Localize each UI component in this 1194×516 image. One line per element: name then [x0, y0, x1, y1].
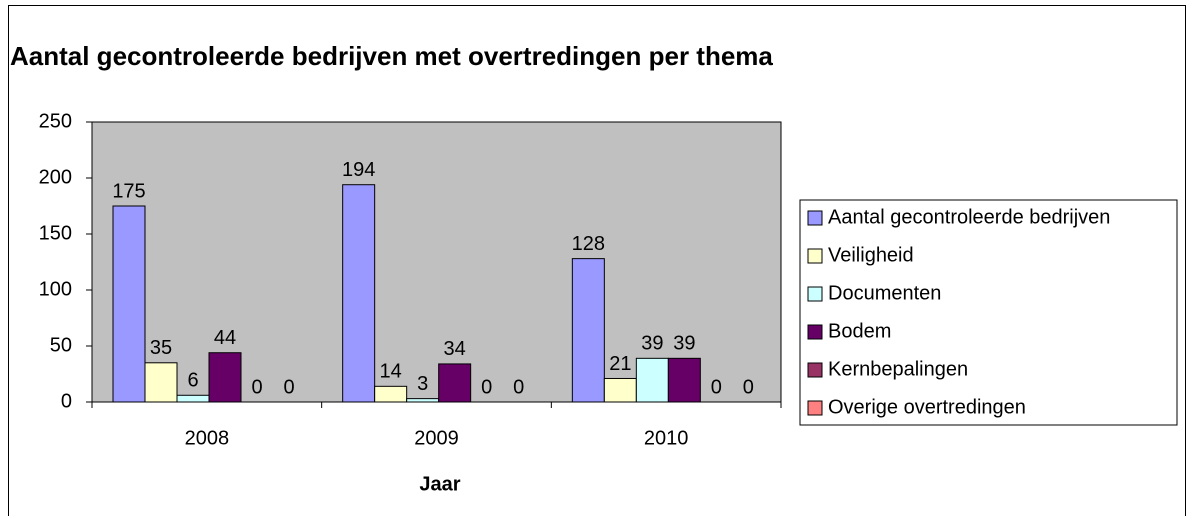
bar	[438, 363, 472, 403]
x-tick-label: 2008	[185, 427, 230, 449]
legend-swatch	[807, 248, 823, 264]
bar	[406, 398, 440, 403]
bar	[208, 352, 242, 403]
bar	[603, 377, 637, 403]
data-label: 6	[187, 370, 198, 392]
bar	[112, 205, 146, 403]
data-label: 194	[342, 159, 375, 181]
legend-label: Kernbepalingen	[828, 358, 968, 380]
bar	[635, 357, 669, 403]
x-axis-label: Jaar	[419, 473, 460, 495]
data-label: 44	[214, 327, 236, 349]
y-tick-label: 150	[39, 222, 72, 244]
y-tick-label: 200	[39, 166, 72, 188]
bar	[144, 362, 178, 403]
data-label: 0	[711, 376, 722, 398]
data-label: 3	[417, 373, 428, 395]
data-label: 128	[572, 233, 605, 255]
data-label: 21	[609, 353, 631, 375]
bar	[374, 385, 408, 403]
legend-box	[799, 199, 1178, 426]
data-label: 0	[283, 376, 294, 398]
bar	[176, 394, 210, 403]
legend-label: Veiligheid	[828, 244, 914, 266]
data-label: 34	[444, 338, 466, 360]
data-label: 0	[481, 376, 492, 398]
bar	[571, 258, 605, 403]
data-label: 0	[251, 376, 262, 398]
bar	[667, 357, 701, 403]
legend-label: Documenten	[828, 282, 941, 304]
data-label: 0	[513, 376, 524, 398]
bar	[342, 184, 376, 403]
legend-swatch	[807, 400, 823, 416]
y-tick-label: 250	[39, 110, 72, 132]
y-tick-label: 50	[50, 334, 72, 356]
legend-swatch	[807, 286, 823, 302]
plot-area	[91, 121, 782, 403]
legend-label: Overige overtredingen	[828, 396, 1026, 418]
x-tick-label: 2009	[414, 427, 459, 449]
y-tick-label: 0	[61, 390, 72, 412]
data-label: 0	[743, 376, 754, 398]
legend-swatch	[807, 210, 823, 226]
legend-label: Aantal gecontroleerde bedrijven	[828, 206, 1110, 228]
legend-swatch	[807, 324, 823, 340]
data-label: 39	[641, 333, 663, 355]
legend-swatch	[807, 362, 823, 378]
y-tick-label: 100	[39, 278, 72, 300]
data-label: 35	[150, 337, 172, 359]
data-label: 39	[673, 333, 695, 355]
chart-title: Aantal gecontroleerde bedrijven met over…	[10, 41, 773, 71]
data-label: 14	[380, 361, 402, 383]
x-tick-label: 2010	[644, 427, 689, 449]
legend-label: Bodem	[828, 320, 891, 342]
data-label: 175	[112, 180, 145, 202]
